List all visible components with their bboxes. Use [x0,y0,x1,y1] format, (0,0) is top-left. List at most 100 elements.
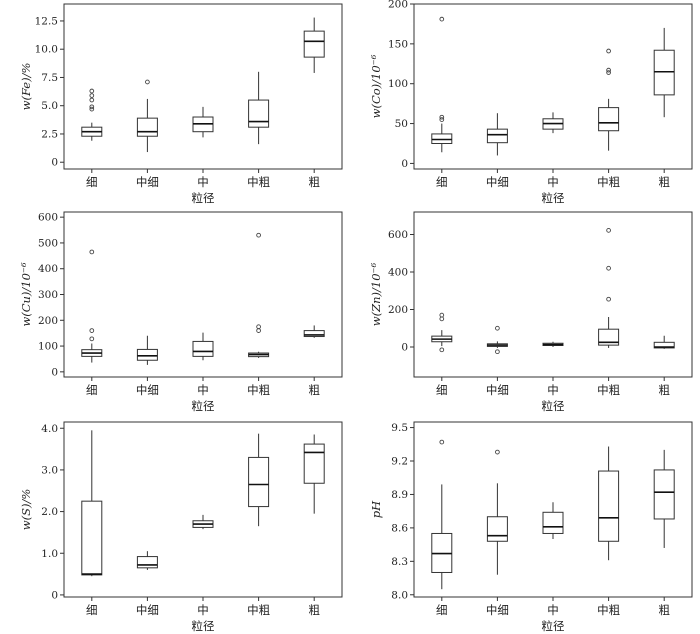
outlier-point [439,439,445,445]
x-tick-label: 细 [436,175,448,189]
y-tick-label: 200 [38,315,58,327]
outlier-point [439,16,445,22]
x-tick-label: 细 [86,175,98,189]
box-2 [542,502,564,540]
y-axis-title: w(Zn)/10⁻⁶ [369,262,383,326]
y-tick-label: 2.0 [41,506,58,518]
box-1 [486,325,508,355]
box-4 [653,27,675,118]
x-axis-title: 粒径 [542,619,565,633]
box-iqr [303,330,325,338]
box-4 [303,325,325,338]
outlier-point [256,232,261,238]
outlier-point [256,324,261,330]
y-tick-label: 8.0 [391,589,408,601]
box-iqr [136,348,158,361]
y-tick-label: 8.6 [391,522,408,534]
box-1 [136,335,158,365]
outlier-point [495,349,500,355]
box-3 [248,433,270,527]
x-tick-label: 中 [197,603,209,617]
box-2 [192,332,214,361]
box-iqr [542,511,564,534]
panel-zn: 0 200 400 600 细 中细 中 中粗 粗粒径 w(Zn)/10⁻⁶ [369,211,693,413]
outlier-point [439,312,445,318]
box-iqr [598,328,620,346]
box-2 [192,514,214,530]
y-tick-label: 9.5 [391,422,408,434]
y-tick-label: 8.3 [391,556,408,568]
outlier-point [89,88,95,94]
y-tick-label: 0 [401,158,408,170]
y-tick-label: 600 [388,229,408,241]
box-iqr [248,456,270,508]
outlier-point [439,117,445,122]
x-tick-label: 中 [547,175,559,189]
x-axis-title: 粒径 [192,399,215,413]
box-0 [431,16,453,153]
outlier-point [439,114,445,120]
y-tick-label: 0 [51,589,58,601]
outlier-point [495,449,500,455]
box-3 [248,71,270,145]
x-tick-label: 细 [436,603,448,617]
outlier-point [606,228,611,233]
x-tick-label: 中粗 [597,383,620,397]
panel-s: 0 1.0 2.0 3.0 4.0 细 中细 中 中粗 粗粒径 w(S)/% [19,421,343,633]
box-iqr [486,128,508,144]
outlier-point [89,104,95,110]
outlier-point [89,328,95,333]
y-tick-label: 150 [388,38,408,50]
panel-ph: 8.0 8.3 8.6 8.9 9.2 9.5 细 中细 中 中粗 粗粒径 pH [369,421,693,633]
outlier-point [89,249,95,255]
y-tick-label: 1.0 [41,548,58,560]
outlier-point [256,328,261,333]
outlier-point [439,347,445,353]
x-tick-label: 中细 [136,383,159,397]
x-tick-label: 中 [547,383,559,397]
x-tick-label: 粗 [308,603,320,617]
outlier-point [89,93,95,98]
x-tick-label: 粗 [308,175,320,189]
y-tick-label: 200 [388,304,408,316]
plot-frame [63,421,343,598]
y-tick-label: 3.0 [41,464,58,476]
box-4 [303,434,325,514]
y-tick-label: 0 [51,366,58,378]
y-axis-title: pH [369,500,383,518]
y-tick-label: 500 [38,237,58,249]
y-tick-label: 100 [388,78,408,90]
box-0 [431,439,453,590]
x-tick-label: 中细 [136,175,159,189]
x-tick-label: 中 [197,383,209,397]
y-tick-label: 300 [38,289,58,301]
x-tick-label: 中 [197,175,209,189]
x-tick-label: 中粗 [247,383,270,397]
y-tick-label: 8.9 [391,489,408,501]
y-tick-label: 10.0 [35,44,58,56]
y-tick-label: 0 [401,342,408,354]
x-axis-title: 粒径 [542,191,565,205]
box-1 [486,113,508,156]
box-iqr [81,500,103,576]
y-axis-title: w(Cu)/10⁻⁶ [19,262,33,327]
y-tick-label: 400 [388,267,408,279]
x-tick-label: 中粗 [597,603,620,617]
box-3 [248,232,270,358]
x-tick-label: 粗 [658,175,670,189]
box-iqr [598,107,620,132]
y-tick-label: 200 [388,0,408,11]
panel-cu: 0 100 200 300 400 500 600 细 中细 中 中粗 粗粒径 w(Cu)/10⁻⁶ [19,211,343,413]
outlier-point [439,316,445,322]
x-tick-label: 中细 [136,603,159,617]
outlier-point [606,67,611,73]
box-3 [598,48,620,151]
box-1 [136,551,158,570]
box-1 [486,449,508,575]
x-axis-title: 粒径 [542,399,565,413]
x-tick-label: 中粗 [247,175,270,189]
box-4 [303,17,325,73]
outlier-point [606,265,611,271]
box-iqr [303,443,325,484]
